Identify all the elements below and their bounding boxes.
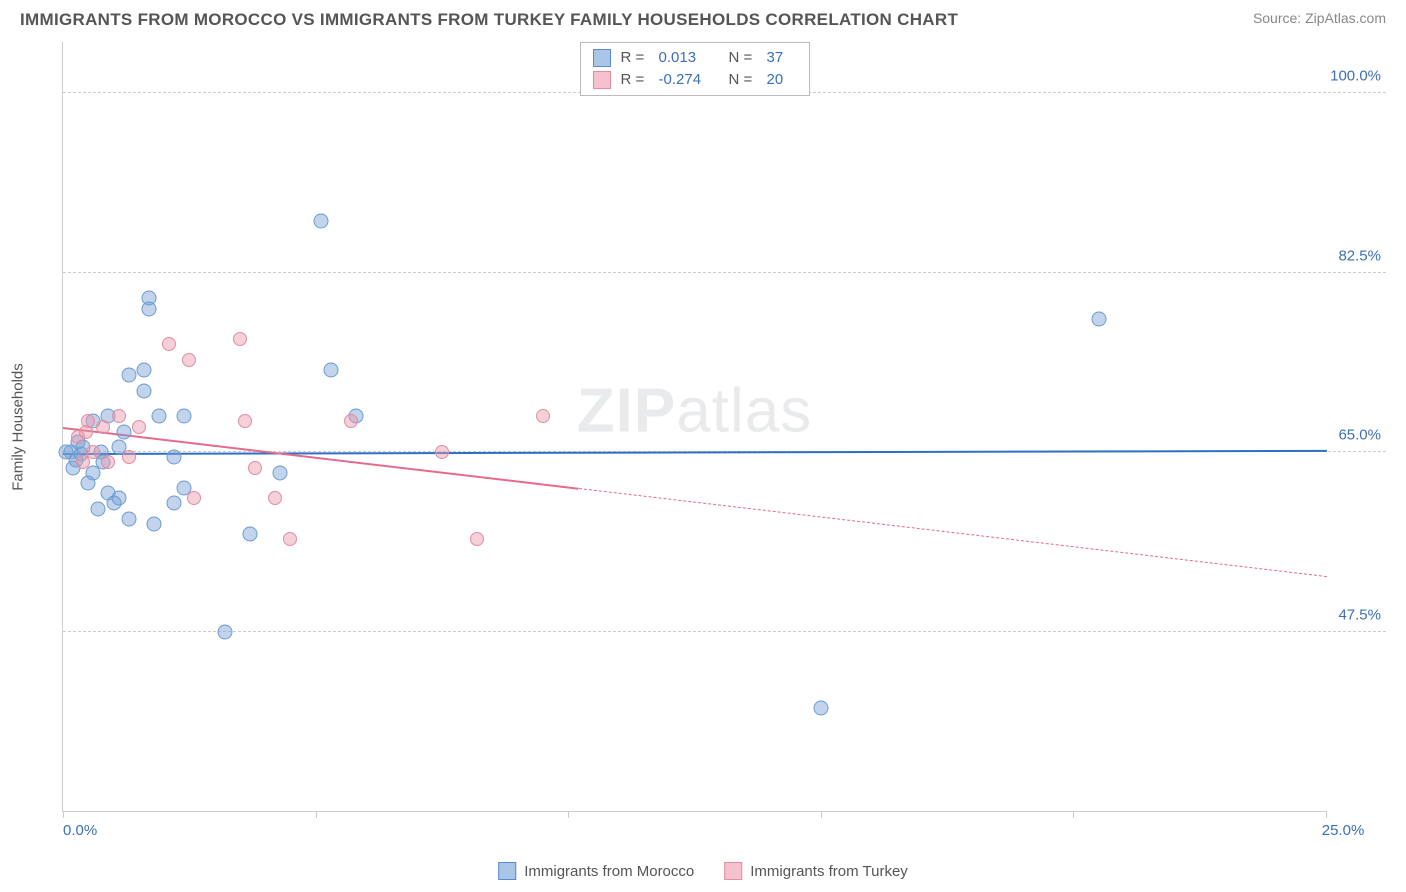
data-point xyxy=(132,420,146,434)
data-point xyxy=(101,455,115,469)
data-point xyxy=(81,414,95,428)
legend-n-label: N = xyxy=(729,47,757,69)
plot-area: ZIPatlas Family Households R =0.013N =37… xyxy=(62,42,1326,812)
y-tick-label: 100.0% xyxy=(1326,68,1381,85)
correlation-legend: R = 0.013 N = 37 R = -0.274 N = 20 xyxy=(580,42,810,96)
legend-r-value: 0.013 xyxy=(659,47,719,69)
watermark: ZIPatlas xyxy=(577,376,812,447)
legend-n-label: N = xyxy=(729,69,757,91)
data-point xyxy=(182,353,196,367)
legend-r-label: R = xyxy=(621,47,649,69)
series-legend-label: Immigrants from Turkey xyxy=(750,863,908,880)
legend-n-value: 37 xyxy=(767,47,797,69)
chart-source: Source: ZipAtlas.com xyxy=(1253,10,1386,26)
y-axis-label: Family Households xyxy=(10,363,27,491)
data-point xyxy=(187,491,201,505)
legend-row: R = 0.013 N = 37 xyxy=(593,47,797,69)
data-point xyxy=(116,424,131,439)
data-point xyxy=(248,461,262,475)
data-point xyxy=(121,368,136,383)
data-point xyxy=(238,414,252,428)
x-tick xyxy=(316,811,317,818)
data-point xyxy=(111,491,126,506)
data-point xyxy=(470,532,484,546)
data-point xyxy=(242,527,257,542)
data-point xyxy=(813,701,828,716)
data-point xyxy=(268,491,282,505)
x-tick xyxy=(1326,811,1327,818)
data-point xyxy=(217,624,232,639)
trend-line xyxy=(63,427,579,490)
data-point xyxy=(435,445,449,459)
x-tick xyxy=(568,811,569,818)
data-point xyxy=(167,496,182,511)
data-point xyxy=(313,214,328,229)
x-tick-label: 25.0% xyxy=(1322,822,1365,839)
data-point xyxy=(96,420,110,434)
gridline-h xyxy=(63,272,1386,273)
series-legend: Immigrants from Morocco Immigrants from T… xyxy=(498,862,908,880)
data-point xyxy=(86,445,100,459)
data-point xyxy=(344,414,358,428)
chart-container: ZIPatlas Family Households R =0.013N =37… xyxy=(62,42,1386,842)
data-point xyxy=(273,465,288,480)
x-tick xyxy=(63,811,64,818)
data-point xyxy=(141,301,156,316)
data-point xyxy=(122,450,136,464)
data-point xyxy=(146,516,161,531)
x-tick xyxy=(1073,811,1074,818)
chart-title: IMMIGRANTS FROM MOROCCO VS IMMIGRANTS FR… xyxy=(20,10,958,30)
data-point xyxy=(121,511,136,526)
x-tick-label: 0.0% xyxy=(63,822,97,839)
legend-n-value: 20 xyxy=(767,69,797,91)
data-point xyxy=(167,450,182,465)
gridline-h xyxy=(63,631,1386,632)
y-tick-label: 65.0% xyxy=(1326,427,1381,444)
data-point xyxy=(112,409,126,423)
data-point xyxy=(136,363,151,378)
data-point xyxy=(162,337,176,351)
y-tick-label: 82.5% xyxy=(1326,247,1381,264)
data-point xyxy=(233,332,247,346)
data-point xyxy=(177,409,192,424)
trend-line xyxy=(579,488,1327,577)
legend-swatch xyxy=(498,862,516,880)
data-point xyxy=(536,409,550,423)
series-legend-item: Immigrants from Turkey xyxy=(724,862,908,880)
legend-r-label: R = xyxy=(621,69,649,91)
data-point xyxy=(283,532,297,546)
legend-row: R = -0.274 N = 20 xyxy=(593,69,797,91)
x-tick xyxy=(821,811,822,818)
legend-r-value: -0.274 xyxy=(659,69,719,91)
legend-swatch xyxy=(593,71,611,89)
data-point xyxy=(323,363,338,378)
data-point xyxy=(1091,311,1106,326)
legend-swatch xyxy=(593,49,611,67)
legend-swatch xyxy=(724,862,742,880)
data-point xyxy=(58,445,73,460)
data-point xyxy=(151,409,166,424)
data-point xyxy=(91,501,106,516)
y-tick-label: 47.5% xyxy=(1326,606,1381,623)
series-legend-label: Immigrants from Morocco xyxy=(524,863,694,880)
data-point xyxy=(136,383,151,398)
series-legend-item: Immigrants from Morocco xyxy=(498,862,694,880)
